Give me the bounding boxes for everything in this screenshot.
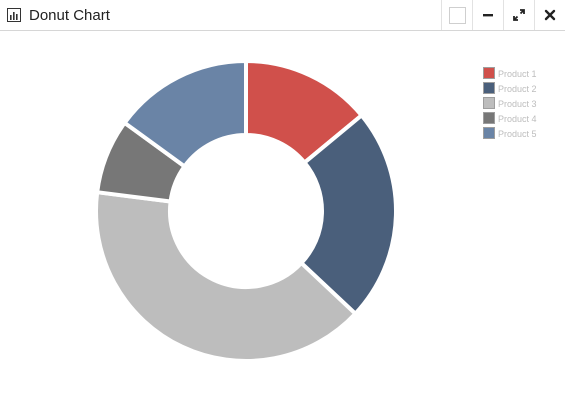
legend-label-2: Product 2	[498, 84, 537, 94]
bar-chart-icon	[7, 8, 21, 22]
chart-legend: Product 1 Product 2 Product 3 Product 4 Prod…	[483, 67, 537, 139]
donut-slice-2[interactable]	[299, 113, 398, 316]
minimize-icon	[483, 14, 493, 17]
close-icon	[544, 9, 556, 21]
legend-swatch-1	[483, 67, 495, 79]
donut-slice-3[interactable]	[94, 190, 358, 363]
legend-swatch-4	[483, 112, 495, 124]
legend-label-4: Product 4	[498, 114, 537, 124]
restore-button[interactable]	[441, 0, 472, 30]
window-title: Donut Chart	[29, 7, 110, 24]
minimize-button[interactable]	[472, 0, 503, 30]
title-bar: Donut Chart	[0, 0, 565, 31]
maximize-button[interactable]	[503, 0, 534, 30]
legend-label-5: Product 5	[498, 129, 537, 139]
legend-swatch-2	[483, 82, 495, 94]
legend-swatch-3	[483, 97, 495, 109]
restore-icon	[448, 6, 466, 24]
expand-icon	[513, 9, 525, 21]
close-button[interactable]	[534, 0, 565, 30]
donut-slice-5[interactable]	[122, 59, 248, 169]
legend-swatch-5	[483, 127, 495, 139]
legend-label-1: Product 1	[498, 69, 537, 79]
donut-chart: Product 1 Product 2 Product 3 Product 4 Prod…	[94, 59, 537, 363]
window-controls	[441, 0, 565, 30]
legend-label-3: Product 3	[498, 99, 537, 109]
